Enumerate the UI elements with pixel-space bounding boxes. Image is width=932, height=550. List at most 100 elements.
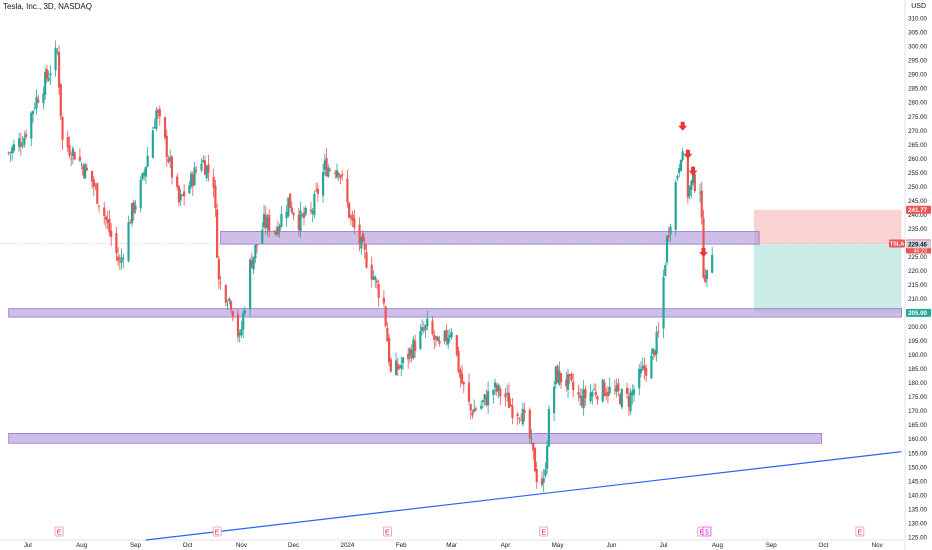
earnings-marker[interactable] (855, 526, 865, 537)
candle[interactable] (705, 269, 709, 279)
candle[interactable] (214, 185, 217, 208)
candle[interactable] (212, 176, 215, 188)
candle[interactable] (389, 359, 392, 372)
candle[interactable] (655, 332, 658, 355)
candle[interactable] (693, 174, 696, 192)
candle[interactable] (407, 353, 410, 360)
support-resistance-zone[interactable] (8, 433, 823, 444)
candle[interactable] (447, 337, 450, 345)
candle[interactable] (228, 298, 231, 302)
candle[interactable] (92, 179, 95, 187)
candle[interactable] (686, 151, 689, 198)
candle[interactable] (290, 207, 293, 213)
candle[interactable] (414, 341, 417, 351)
candle[interactable] (547, 408, 551, 447)
candle[interactable] (556, 365, 559, 383)
candle[interactable] (276, 227, 280, 235)
candle[interactable] (615, 385, 618, 392)
candle[interactable] (44, 71, 47, 95)
candle[interactable] (158, 109, 161, 117)
candle[interactable] (240, 328, 243, 336)
candle[interactable] (629, 392, 632, 412)
candle[interactable] (255, 244, 259, 246)
candle[interactable] (448, 335, 451, 338)
candle[interactable] (78, 156, 82, 161)
candle[interactable] (613, 389, 617, 391)
candle[interactable] (169, 157, 172, 162)
candle[interactable] (122, 258, 125, 259)
candle[interactable] (11, 147, 14, 154)
candle[interactable] (73, 152, 76, 160)
candle[interactable] (261, 229, 264, 244)
candle[interactable] (445, 329, 448, 341)
candle[interactable] (462, 381, 465, 385)
down-arrow-marker[interactable] (688, 166, 698, 176)
candle[interactable] (467, 382, 471, 402)
candle[interactable] (335, 170, 339, 178)
candle[interactable] (499, 388, 502, 397)
candle[interactable] (608, 386, 611, 394)
candle[interactable] (348, 202, 351, 218)
candle[interactable] (495, 384, 498, 392)
candle[interactable] (584, 389, 587, 399)
candle[interactable] (606, 391, 610, 397)
candle[interactable] (66, 136, 69, 148)
candle[interactable] (384, 306, 387, 327)
candle[interactable] (285, 211, 288, 219)
candle[interactable] (681, 151, 684, 160)
candle[interactable] (82, 165, 85, 176)
candle[interactable] (702, 217, 705, 278)
candle[interactable] (288, 193, 292, 208)
candle[interactable] (434, 336, 438, 339)
candle[interactable] (12, 144, 15, 152)
candle[interactable] (382, 297, 385, 304)
candle[interactable] (85, 167, 88, 171)
candle[interactable] (594, 391, 597, 396)
earnings-marker[interactable] (54, 526, 64, 537)
candle[interactable] (553, 386, 556, 414)
candle[interactable] (134, 205, 137, 210)
candle[interactable] (579, 395, 582, 399)
candle[interactable] (226, 304, 229, 306)
candle[interactable] (678, 168, 681, 174)
candle[interactable] (103, 207, 106, 216)
candle[interactable] (631, 391, 634, 396)
candle[interactable] (422, 329, 425, 331)
candle[interactable] (70, 158, 73, 160)
candle[interactable] (183, 191, 186, 197)
candle[interactable] (205, 165, 208, 179)
candle[interactable] (419, 331, 422, 349)
candle[interactable] (493, 382, 497, 388)
candle[interactable] (535, 469, 538, 482)
candle[interactable] (667, 235, 670, 238)
candle[interactable] (650, 355, 653, 379)
candle[interactable] (669, 226, 672, 235)
candle[interactable] (31, 111, 35, 115)
candle[interactable] (361, 233, 365, 242)
candle[interactable] (582, 389, 585, 409)
candle[interactable] (520, 420, 523, 422)
candle[interactable] (596, 396, 599, 400)
candle[interactable] (507, 392, 511, 408)
candle[interactable] (311, 210, 314, 214)
candle[interactable] (605, 393, 608, 396)
candle[interactable] (469, 404, 472, 411)
candle[interactable] (104, 216, 108, 220)
candle[interactable] (570, 373, 573, 380)
candle[interactable] (436, 336, 439, 342)
candle[interactable] (400, 364, 403, 369)
candle[interactable] (372, 276, 375, 280)
candle[interactable] (97, 205, 101, 207)
candle[interactable] (302, 212, 306, 218)
candle[interactable] (632, 389, 636, 395)
candle[interactable] (242, 313, 245, 330)
candle[interactable] (509, 404, 512, 407)
candle[interactable] (511, 405, 514, 418)
candle[interactable] (33, 107, 36, 109)
candle[interactable] (565, 379, 568, 387)
candle[interactable] (323, 160, 326, 170)
candle[interactable] (195, 170, 198, 172)
candle[interactable] (216, 209, 219, 258)
candle[interactable] (243, 310, 247, 314)
candle[interactable] (264, 214, 267, 228)
